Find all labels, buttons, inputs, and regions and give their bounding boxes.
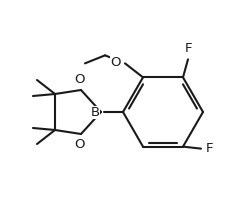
Text: B: B: [90, 106, 100, 119]
Text: O: O: [74, 73, 85, 86]
Text: F: F: [184, 42, 192, 55]
Text: O: O: [74, 138, 85, 151]
Text: F: F: [205, 142, 213, 155]
Text: O: O: [110, 56, 120, 69]
